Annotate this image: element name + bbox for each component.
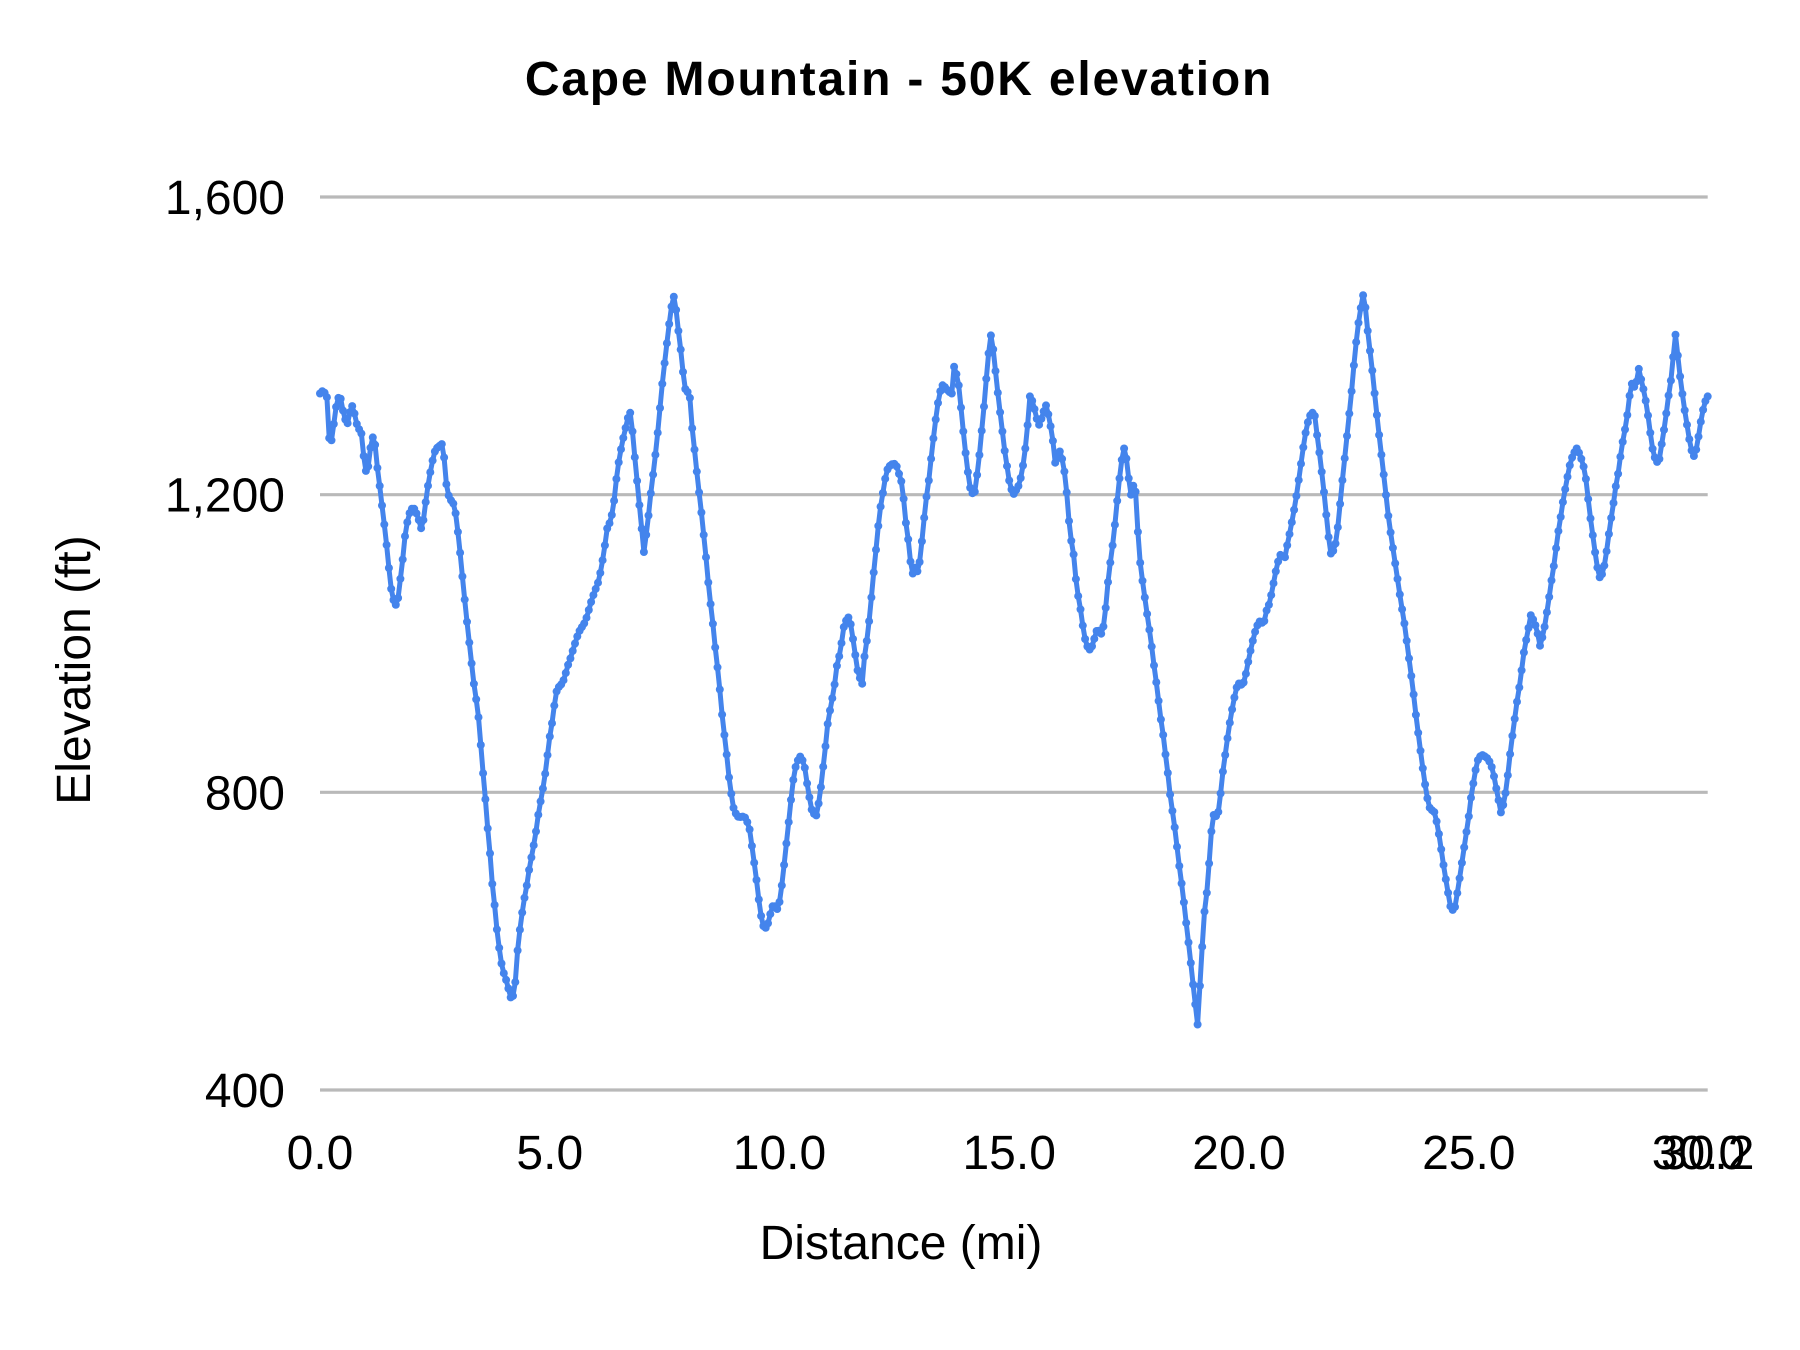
svg-text:30.0: 30.0 [1652, 1127, 1745, 1180]
svg-text:20.0: 20.0 [1192, 1127, 1285, 1180]
svg-text:1,200: 1,200 [165, 470, 285, 523]
svg-text:800: 800 [205, 767, 285, 820]
svg-text:Elevation (ft): Elevation (ft) [48, 535, 101, 804]
svg-text:Distance (mi): Distance (mi) [760, 1217, 1043, 1270]
svg-text:10.0: 10.0 [733, 1127, 826, 1180]
svg-text:0.0: 0.0 [287, 1127, 354, 1180]
svg-text:25.0: 25.0 [1422, 1127, 1515, 1180]
svg-text:15.0: 15.0 [962, 1127, 1055, 1180]
svg-text:30.2: 30.2 [1661, 1127, 1754, 1180]
svg-text:400: 400 [205, 1065, 285, 1118]
svg-text:5.0: 5.0 [516, 1127, 583, 1180]
svg-text:1,600: 1,600 [165, 172, 285, 225]
svg-text:Cape Mountain - 50K elevation: Cape Mountain - 50K elevation [525, 53, 1273, 106]
